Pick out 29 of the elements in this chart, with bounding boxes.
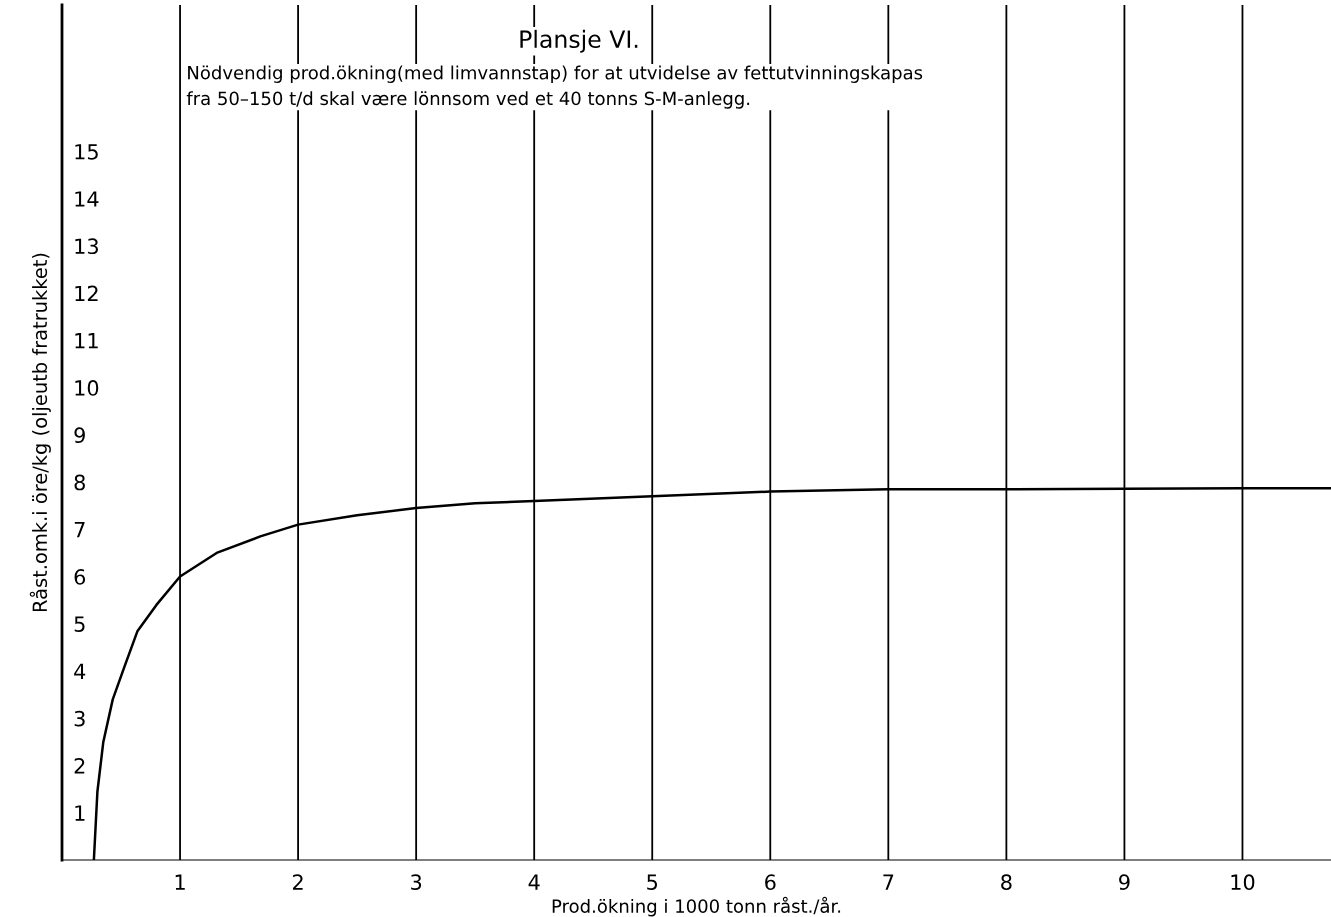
y-tick-label: 13 [75,238,98,255]
x-tick-label: 6 [765,874,776,891]
y-tick-label: 12 [75,285,98,302]
x-tick-label: 8 [1001,874,1012,891]
x-tick-label: 9 [1119,874,1130,891]
x-tick-label: 2 [292,874,303,890]
y-tick-label: 11 [75,333,98,349]
y-tick-label: 9 [74,427,85,444]
y-tick-label: 8 [74,474,85,491]
x-tick-label: 1 [175,874,185,890]
y-tick-label: 3 [74,710,85,727]
x-tick-label: 5 [647,874,658,891]
y-axis-title: Råst.omk.i öre/kg (oljeutb fratrukket) [29,253,51,612]
y-tick-label: 6 [74,569,86,585]
x-tick-label: 3 [411,874,422,891]
x-axis-title: Prod.ökning i 1000 tonn råst./år. [552,896,841,917]
y-tick-label: 1 [75,805,85,821]
x-tick-label: 7 [883,874,894,890]
text: Plansje VI. [520,29,638,53]
y-tick-label: 10 [75,380,99,396]
y-tick-label: 15 [75,144,98,160]
x-tick-label: 10 [1231,874,1255,891]
y-tick-label: 4 [74,663,86,679]
y-tick-label: 2 [74,757,85,774]
y-tick-label: 5 [74,616,85,633]
y-tick-label: 7 [74,522,85,538]
y-tick-label: 14 [75,191,99,207]
text: Nödvendig prod.ökning(med limvannstap) for at utvidelse av fettutvinningskapas fra 50–150 t/d skal være lönnsom ved et 40 tonns S-M-anlegg. [186,65,923,109]
x-tick-label: 4 [528,874,540,890]
